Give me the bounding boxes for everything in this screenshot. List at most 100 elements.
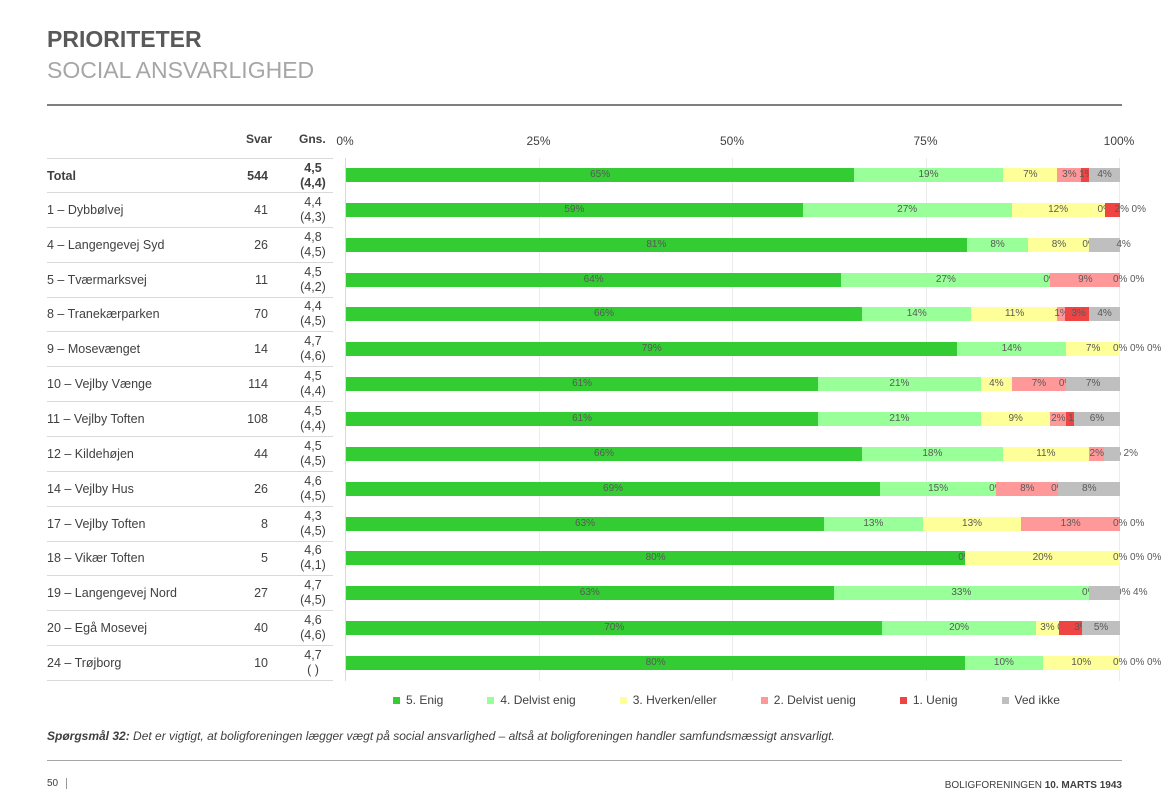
- svar-value: 44: [254, 446, 268, 461]
- row-label: 8 – Tranekærparken: [47, 307, 160, 322]
- gns-previous: (4,5): [300, 314, 326, 329]
- gns-current: 4,5: [304, 264, 322, 279]
- table-row: 19 – Langengevej Nord 27 4,7 (4,5): [47, 576, 335, 612]
- legend: 5. Enig 4. Delvist enig 3. Hverken/eller 2.…: [393, 693, 1104, 707]
- data-label: 2%: [1089, 447, 1104, 459]
- data-label: 3%: [1040, 622, 1055, 634]
- svar-value: 8: [261, 516, 268, 531]
- bar-segment-4: [1011, 377, 1066, 392]
- bar-segment-1: [346, 412, 819, 427]
- gns-previous: (4,4): [300, 176, 326, 190]
- legend-swatch: [1001, 696, 1009, 704]
- stacked-bar: 69%15%0%8%0%8%: [346, 481, 1120, 496]
- question-label: Spørgsmål 32:: [47, 729, 130, 743]
- bar-segment-5: [1058, 621, 1082, 636]
- data-label: 15%: [928, 482, 949, 494]
- bar-segment-3: [980, 377, 1012, 392]
- svar-value: 26: [254, 481, 268, 496]
- data-label: 4%: [989, 378, 1004, 390]
- bar-segment-2: [965, 656, 1043, 671]
- bar-segment-3: [1002, 446, 1089, 461]
- table-row: 8 – Tranekærparken 70 4,4 (4,5): [47, 297, 333, 333]
- data-label: 13%: [962, 517, 983, 529]
- svar-value: 40: [254, 621, 268, 636]
- data-label: 0%: [1130, 343, 1145, 355]
- table-row: 18 – Vikær Toften 5 4,6 (4,1): [47, 541, 333, 577]
- gns-value: 4,5 (4,5): [291, 439, 335, 469]
- data-label: 10%: [1071, 657, 1092, 669]
- stacked-bar: 66%18%11%2%0%2%: [346, 446, 1138, 461]
- page-number: 50: [47, 778, 68, 789]
- data-label: 64%: [583, 273, 604, 285]
- bar-segment-3: [1011, 202, 1105, 217]
- bar-segment-4: [996, 481, 1059, 496]
- gns-current: 4,4: [304, 299, 322, 314]
- x-tick-label: 50%: [719, 134, 745, 148]
- page-subtitle: SOCIAL ANSVARLIGHED: [47, 57, 315, 83]
- bar-segment-3: [1028, 237, 1090, 252]
- data-label: 21%: [889, 413, 910, 425]
- data-label: 7%: [1023, 169, 1038, 180]
- bar-segment-2: [833, 586, 1090, 601]
- gns-previous: (4,5): [300, 488, 326, 503]
- bar-segment-3: [1035, 621, 1059, 636]
- data-label: 11%: [1004, 308, 1025, 320]
- data-label: 0%: [1130, 517, 1145, 529]
- gns-value: 4,5 (4,2): [291, 265, 335, 295]
- bar-segment-4: [1050, 412, 1066, 427]
- legend-swatch: [393, 696, 400, 704]
- gns-current: 4,7: [304, 648, 322, 663]
- gns-previous: (4,5): [300, 453, 326, 468]
- gns-current: 4,5: [304, 438, 322, 453]
- data-label: 69%: [603, 482, 624, 494]
- data-label: 0%: [1130, 273, 1145, 285]
- gns-current: 4,5: [304, 161, 322, 175]
- data-label: 4%: [1097, 169, 1112, 180]
- row-label: 9 – Mosevænget: [47, 342, 141, 357]
- stacked-bar: 81%8%8%0%0%4%: [346, 237, 1131, 252]
- gns-current: 4,7: [304, 334, 322, 349]
- footer-org: BOLIGFORENINGEN 10. MARTS 1943: [945, 780, 1122, 791]
- data-label: 61%: [572, 413, 593, 425]
- bar-segment-5: [1065, 307, 1089, 322]
- data-label: 13%: [863, 517, 884, 529]
- gns-current: 4,3: [304, 508, 322, 523]
- data-label: 0%: [1130, 657, 1145, 669]
- svar-value: 544: [247, 169, 268, 183]
- bar-segment-2: [862, 307, 972, 322]
- data-label: 1%: [1054, 308, 1069, 320]
- bar-segment-3: [965, 551, 1120, 566]
- stacked-bar: 70%20%3%0%3%5%: [346, 621, 1120, 636]
- bar-segment-6: [1081, 621, 1120, 636]
- stacked-bar: 61%21%4%7%0%7%: [346, 377, 1120, 392]
- data-label: 27%: [935, 273, 956, 285]
- data-label: 0%: [1147, 552, 1162, 564]
- bar-segment-6: [1073, 412, 1120, 427]
- table-row: 12 – Kildehøjen 44 4,5 (4,5): [47, 437, 333, 472]
- stacked-bar: 63% 13% 13% 13% 0% 0%: [346, 516, 1144, 531]
- bar-segment-6: [1058, 481, 1120, 496]
- gns-previous: (4,4): [300, 384, 326, 399]
- gns-previous: (4,5): [300, 523, 326, 538]
- data-label: 8%: [1082, 482, 1097, 494]
- bar-segment-2: [818, 377, 981, 392]
- data-label: 4%: [1133, 587, 1148, 599]
- data-label: 61%: [572, 378, 593, 390]
- bar-segment-5: [1080, 168, 1089, 182]
- stacked-bar: 65% 19% 7% 3% 1% 4%: [346, 168, 1120, 182]
- data-label: 0%: [1113, 517, 1128, 529]
- bar-segment-3: [1065, 342, 1120, 357]
- legend-swatch: [487, 696, 495, 704]
- bar-segment-5: [1104, 202, 1120, 217]
- data-label: 33%: [951, 587, 972, 599]
- data-label: 81%: [646, 238, 667, 250]
- gns-value: 4,5 (4,4): [291, 404, 335, 434]
- data-label: 3%: [1074, 621, 1088, 635]
- legend-swatch: [760, 696, 768, 704]
- svar-value: 11: [255, 272, 268, 287]
- bar-segment-2: [966, 237, 1029, 252]
- bar-segment-4: [1057, 168, 1081, 182]
- gns-value: 4,7 (4,5): [291, 578, 335, 608]
- table-row: 20 – Egå Mosevej 40 4,6 (4,6): [47, 611, 333, 647]
- legend-item: 3. Hverken/eller: [619, 693, 717, 707]
